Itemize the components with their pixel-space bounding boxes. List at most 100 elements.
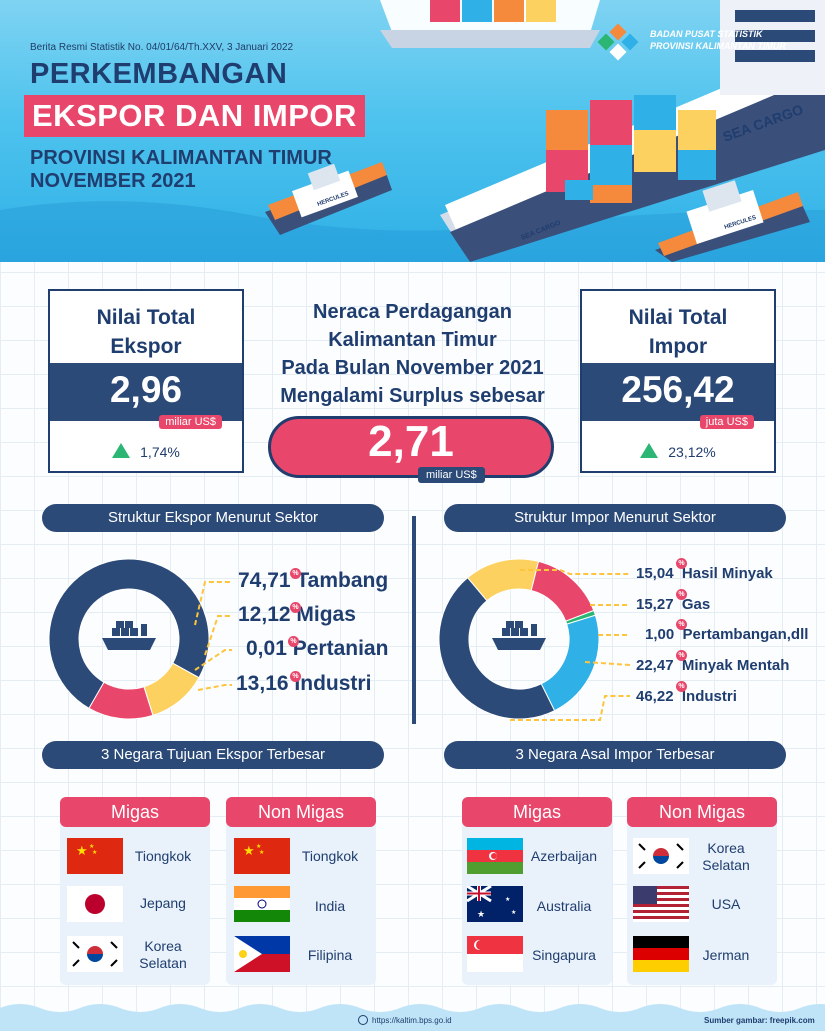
- impor-sector-1-label: Hasil Minyak: [681, 565, 773, 582]
- china-flag-icon: ★ ★★: [67, 838, 123, 874]
- ekspor-sector-3-value: 0,01: [246, 637, 287, 660]
- surplus-value: 2,71: [368, 417, 454, 466]
- ekspor-sector-4: 13,16 Industri: [236, 672, 371, 696]
- usa-flag-icon: [633, 886, 689, 922]
- impor-total-box: Nilai Total Impor 256,42 juta US$ 23,12%: [580, 289, 776, 473]
- impor-value: 256,42: [621, 369, 735, 410]
- subtitle: PROVINSI KALIMANTAN TIMUR NOVEMBER 2021: [30, 147, 332, 193]
- surplus-unit: miliar US$: [418, 467, 485, 483]
- ekspor-total-box: Nilai Total Ekspor 2,96 miliar US$ 1,74%: [48, 289, 244, 473]
- struktur-impor-title: Struktur Impor Menurut Sektor: [444, 504, 786, 532]
- tugboat-left: HERCULES: [265, 162, 392, 235]
- svg-text:★: ★: [505, 896, 510, 903]
- country-name: India: [314, 898, 346, 914]
- ekspor-sector-3: 0,01 Pertanian: [246, 637, 388, 661]
- ekspor-nonmigas-header: Non Migas: [226, 797, 376, 827]
- agency-line2: PROVINSI KALIMANTAN TIMUR: [650, 41, 786, 51]
- ekspor-sector-2-value: 12,12: [238, 603, 291, 626]
- big-cargo-ship: SEA CARGO SEA CARGO: [440, 0, 825, 262]
- title-line1: PERKEMBANGAN: [30, 58, 288, 90]
- ekspor-sector-1-label: Tambang: [296, 569, 389, 592]
- svg-text:★: ★: [477, 909, 485, 919]
- ekspor-sector-1: 74,71 Tambang: [238, 569, 388, 593]
- impor-nonmigas-header: Non Migas: [627, 797, 777, 827]
- country-name: Korea Selatan: [702, 840, 750, 873]
- image-source: Sumber gambar: freepik.com: [704, 1016, 815, 1025]
- ekspor-migas-header: Migas: [60, 797, 210, 827]
- country-name: Korea Selatan: [139, 938, 187, 971]
- impor-sector-2-value: 15,27: [636, 596, 674, 613]
- percent-badge: %: [676, 589, 687, 600]
- neraca-line3: Pada Bulan November 2021: [281, 357, 544, 379]
- ekspor-sector-1-value: 74,71: [238, 569, 291, 592]
- footer-wave: [0, 1004, 825, 1031]
- donut-slice-tambang: [48, 558, 210, 709]
- impor-sector-5: 46,22 Industri: [636, 688, 737, 705]
- percent-badge: %: [676, 558, 687, 569]
- ekspor-sector-2: 12,12 Migas: [238, 603, 356, 627]
- agency-line1: BADAN PUSAT STATISTIK: [650, 29, 763, 39]
- impor-sector-4-value: 22,47: [636, 657, 674, 674]
- ekspor-title-line2: Ekspor: [110, 335, 182, 358]
- globe-icon: [358, 1015, 368, 1025]
- germany-flag-icon: [633, 936, 689, 972]
- neraca-line2: Kalimantan Timur: [328, 329, 497, 351]
- title-line2: EKSPOR DAN IMPOR: [24, 95, 365, 137]
- percent-badge: %: [676, 681, 687, 692]
- country-name: Jerman: [702, 947, 750, 963]
- bps-logo: [596, 22, 816, 68]
- country-name: Filipina: [307, 947, 353, 963]
- impor-sector-3-label: Pertambangan,dll: [682, 626, 809, 643]
- tujuan-ekspor-title: 3 Negara Tujuan Ekspor Terbesar: [42, 741, 384, 769]
- ekspor-title-line1: Nilai Total: [96, 306, 196, 329]
- surplus-pill: [268, 416, 554, 478]
- up-arrow-icon: [112, 443, 131, 458]
- impor-change: 23,12%: [582, 443, 774, 460]
- tugboat-right: HERCULES: [655, 180, 810, 262]
- country-name: Tiongkok: [134, 848, 192, 864]
- svg-text:★: ★: [256, 843, 261, 850]
- svg-text:★: ★: [89, 843, 94, 850]
- ekspor-value: 2,96: [109, 369, 182, 410]
- svg-text:★: ★: [92, 849, 97, 856]
- impor-sector-3-value: 1,00: [645, 626, 675, 643]
- website-link[interactable]: https://kaltim.bps.go.id: [372, 1016, 452, 1025]
- bps-agency-name: BADAN PUSAT STATISTIK PROVINSI KALIMANTA…: [650, 28, 786, 52]
- australia-flag-icon: ★★★: [467, 886, 523, 922]
- impor-migas-header: Migas: [462, 797, 612, 827]
- impor-sector-3: 1,00 Pertambangan,dll: [645, 626, 808, 643]
- ekspor-sector-2-label: Migas: [296, 603, 356, 626]
- ekspor-sector-4-value: 13,16: [236, 672, 289, 695]
- ekspor-sector-3-label: Pertanian: [292, 637, 389, 660]
- impor-sector-2: 15,27 Gas: [636, 596, 710, 613]
- country-name: Singapura: [532, 947, 596, 963]
- section-divider: [412, 516, 416, 724]
- impor-sector-2-label: Gas: [681, 596, 711, 613]
- singapore-flag-icon: [467, 936, 523, 972]
- india-flag-icon: [234, 886, 290, 922]
- release-number: Berita Resmi Statistik No. 04/01/64/Th.X…: [30, 42, 294, 53]
- neraca-text: Neraca Perdagangan Kalimantan Timur Pada…: [250, 298, 575, 410]
- cargo-ship-icon: [102, 621, 156, 650]
- svg-text:★: ★: [511, 909, 516, 916]
- impor-title: Nilai Total Impor: [582, 303, 774, 361]
- country-name: USA: [711, 896, 741, 912]
- china-flag-icon: ★ ★★: [234, 838, 290, 874]
- svg-text:★: ★: [76, 843, 88, 858]
- donut-slice-industri: [88, 681, 154, 720]
- ekspor-value-band: [50, 363, 242, 421]
- struktur-ekspor-title: Struktur Ekspor Menurut Sektor: [42, 504, 384, 532]
- ekspor-title: Nilai Total Ekspor: [50, 303, 242, 361]
- south-korea-flag-icon: [67, 936, 123, 972]
- country-name: Jepang: [140, 895, 186, 911]
- impor-sector-1: 15,04 Hasil Minyak: [636, 565, 773, 582]
- ekspor-change-value: 1,74%: [140, 444, 180, 460]
- neraca-line4: Mengalami Surplus sebesar: [280, 385, 545, 407]
- impor-sector-4: 22,47 Minyak Mentah: [636, 657, 789, 674]
- ekspor-unit: miliar US$: [159, 415, 222, 429]
- country-name: Tiongkok: [301, 848, 359, 864]
- impor-sector-1-value: 15,04: [636, 565, 674, 582]
- up-arrow-icon: [640, 443, 659, 458]
- subtitle-line2: NOVEMBER 2021: [30, 170, 196, 192]
